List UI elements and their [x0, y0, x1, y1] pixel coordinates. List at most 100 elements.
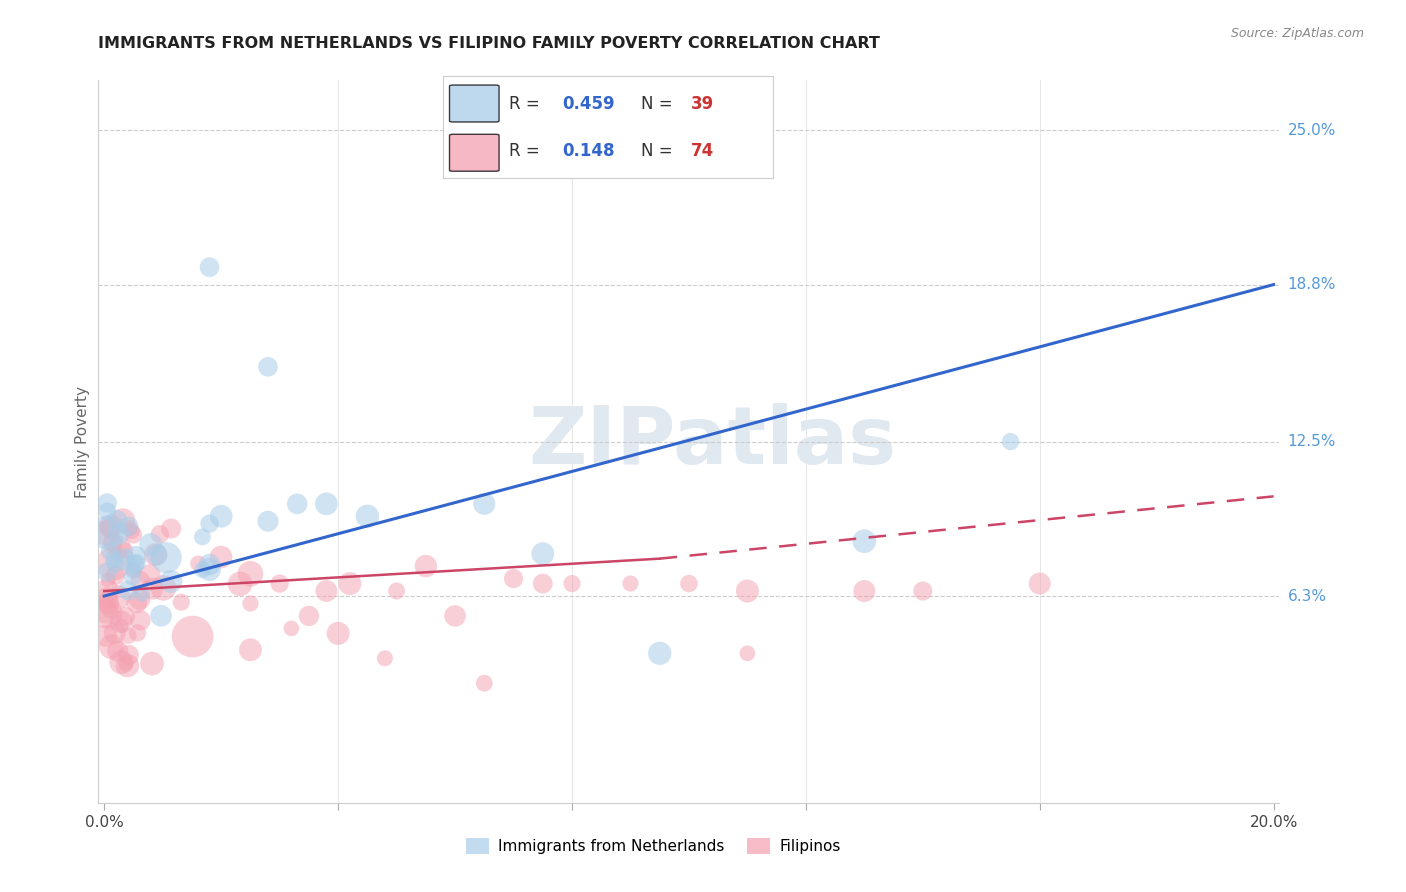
Filipinos — [107, 644, 129, 658]
Filipinos — [96, 584, 118, 599]
Filipinos — [104, 568, 127, 582]
Filipinos — [181, 630, 204, 644]
Filipinos — [127, 626, 149, 640]
Filipinos — [472, 676, 495, 690]
Filipinos — [298, 609, 321, 624]
Filipinos — [269, 576, 291, 591]
Immigrants from Netherlands — [118, 519, 141, 533]
Immigrants from Netherlands — [1000, 434, 1022, 449]
Filipinos — [737, 584, 759, 599]
Immigrants from Netherlands — [160, 574, 183, 589]
Filipinos — [101, 535, 124, 549]
Filipinos — [160, 522, 183, 536]
Filipinos — [96, 591, 118, 606]
Immigrants from Netherlands — [257, 359, 280, 374]
Immigrants from Netherlands — [112, 552, 135, 566]
Filipinos — [152, 581, 174, 595]
Filipinos — [100, 519, 122, 533]
Immigrants from Netherlands — [98, 543, 121, 558]
Immigrants from Netherlands — [131, 586, 153, 600]
Immigrants from Netherlands — [117, 583, 139, 598]
Filipinos — [108, 541, 131, 555]
Immigrants from Netherlands — [146, 548, 169, 562]
Immigrants from Netherlands — [315, 497, 337, 511]
Filipinos — [98, 521, 121, 535]
Filipinos — [502, 572, 524, 586]
Immigrants from Netherlands — [107, 527, 129, 541]
Filipinos — [209, 549, 232, 564]
Filipinos — [117, 629, 139, 643]
Filipinos — [315, 584, 337, 599]
FancyBboxPatch shape — [450, 135, 499, 171]
Text: 0.148: 0.148 — [562, 142, 614, 160]
Filipinos — [98, 603, 121, 617]
Immigrants from Netherlands — [121, 563, 143, 577]
Filipinos — [911, 584, 934, 599]
Immigrants from Netherlands — [257, 514, 280, 528]
Filipinos — [110, 615, 132, 629]
Filipinos — [125, 596, 148, 610]
Filipinos — [128, 592, 150, 607]
Immigrants from Netherlands — [125, 549, 148, 564]
Filipinos — [139, 568, 162, 582]
Immigrants from Netherlands — [125, 556, 148, 570]
Filipinos — [121, 524, 143, 539]
Filipinos — [97, 596, 120, 610]
Immigrants from Netherlands — [103, 551, 125, 566]
Filipinos — [326, 626, 349, 640]
FancyBboxPatch shape — [450, 85, 499, 122]
Filipinos — [415, 559, 437, 574]
Immigrants from Netherlands — [155, 550, 177, 565]
Filipinos — [111, 514, 134, 528]
Filipinos — [114, 609, 136, 624]
Immigrants from Netherlands — [198, 516, 221, 531]
Filipinos — [110, 655, 132, 669]
Immigrants from Netherlands — [285, 497, 308, 511]
Filipinos — [531, 576, 554, 591]
Filipinos — [239, 566, 262, 581]
Text: 25.0%: 25.0% — [1288, 122, 1336, 137]
Filipinos — [96, 607, 118, 621]
Filipinos — [141, 657, 163, 671]
Filipinos — [737, 646, 759, 660]
Filipinos — [239, 597, 262, 611]
Immigrants from Netherlands — [104, 557, 127, 571]
Text: 6.3%: 6.3% — [1288, 589, 1327, 604]
Text: N =: N = — [641, 142, 678, 160]
Immigrants from Netherlands — [191, 563, 214, 577]
Immigrants from Netherlands — [209, 509, 232, 524]
Text: R =: R = — [509, 95, 546, 112]
Immigrants from Netherlands — [191, 530, 214, 544]
Immigrants from Netherlands — [198, 558, 221, 572]
Immigrants from Netherlands — [356, 509, 378, 524]
Filipinos — [97, 573, 120, 587]
Filipinos — [339, 576, 361, 591]
Text: 18.8%: 18.8% — [1288, 277, 1336, 292]
Filipinos — [561, 576, 583, 591]
Filipinos — [145, 548, 167, 562]
Filipinos — [129, 613, 152, 627]
Immigrants from Netherlands — [531, 547, 554, 561]
Filipinos — [104, 625, 127, 640]
Immigrants from Netherlands — [96, 496, 118, 510]
Filipinos — [103, 557, 125, 571]
Filipinos — [94, 526, 117, 541]
Filipinos — [619, 576, 641, 591]
Immigrants from Netherlands — [648, 646, 671, 660]
Filipinos — [239, 642, 262, 657]
Immigrants from Netherlands — [198, 563, 221, 577]
Filipinos — [117, 648, 139, 662]
Text: 39: 39 — [690, 95, 714, 112]
Immigrants from Netherlands — [472, 497, 495, 511]
Filipinos — [374, 651, 396, 665]
Text: Source: ZipAtlas.com: Source: ZipAtlas.com — [1230, 27, 1364, 40]
Filipinos — [100, 640, 122, 654]
Filipinos — [444, 609, 467, 624]
Filipinos — [149, 527, 172, 541]
Immigrants from Netherlands — [150, 608, 173, 623]
Filipinos — [1029, 576, 1052, 591]
Filipinos — [129, 574, 152, 588]
Filipinos — [118, 521, 141, 535]
Filipinos — [678, 576, 700, 591]
Immigrants from Netherlands — [124, 558, 146, 572]
